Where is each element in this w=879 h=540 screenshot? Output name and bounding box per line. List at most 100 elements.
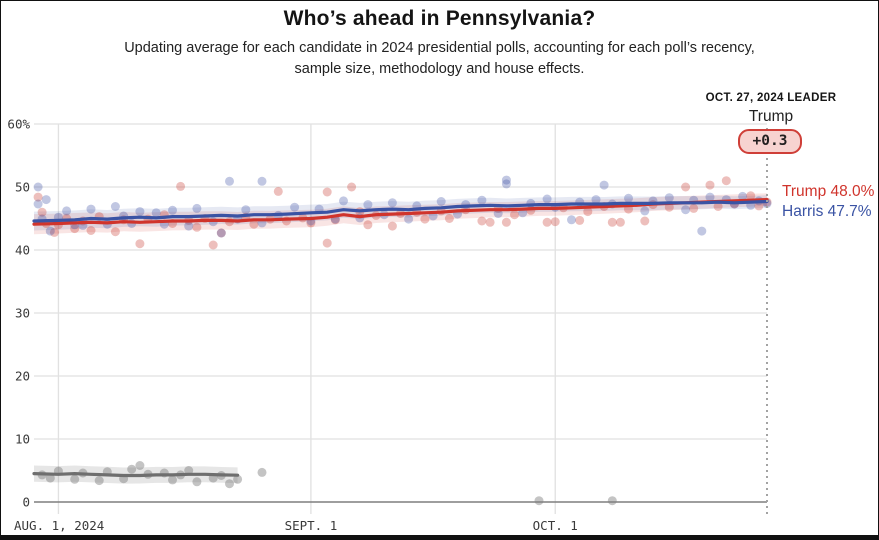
trump-poll-dot[interactable] [322, 187, 332, 197]
harris-poll-dot[interactable] [697, 226, 707, 236]
trump-poll-dot[interactable] [746, 191, 756, 201]
kennedy-poll-dot[interactable] [168, 475, 177, 485]
harris-poll-dot[interactable] [501, 179, 511, 189]
trump-poll-dot[interactable] [363, 220, 373, 230]
harris-poll-dot[interactable] [624, 193, 633, 203]
harris-poll-dot[interactable] [45, 226, 55, 236]
kennedy-poll-dot[interactable] [45, 473, 55, 483]
trump-poll-dot[interactable] [640, 216, 650, 226]
harris-poll-dot[interactable] [599, 180, 609, 190]
harris-poll-dot[interactable] [501, 175, 511, 185]
y-axis-tick-label: 50 [15, 180, 30, 195]
y-axis-tick-label: 40 [15, 243, 30, 258]
harris-poll-dot[interactable] [591, 195, 601, 205]
trump-poll-dot[interactable] [501, 217, 511, 227]
harris-poll-dot[interactable] [168, 205, 177, 215]
harris-trend-line[interactable] [32, 199, 769, 223]
trump-poll-dot[interactable] [216, 228, 226, 238]
trump-poll-dot[interactable] [550, 217, 560, 227]
harris-poll-dot[interactable] [705, 192, 715, 202]
harris-poll-dot[interactable] [567, 215, 576, 225]
harris-poll-dot[interactable] [387, 198, 397, 208]
trump-poll-dot[interactable] [176, 181, 186, 191]
kennedy-poll-dot[interactable] [607, 496, 617, 506]
trump-poll-dot[interactable] [575, 215, 585, 225]
page-title: Who’s ahead in Pennsylvania? [283, 7, 596, 30]
trump-poll-dot[interactable] [583, 207, 593, 217]
trump-poll-dot[interactable] [681, 182, 691, 192]
harris-poll-dot[interactable] [681, 205, 691, 215]
harris-poll-dot[interactable] [33, 182, 43, 192]
x-axis-tick-label: OCT. 1 [533, 518, 578, 533]
trump-poll-dot[interactable] [273, 186, 283, 196]
trump-poll-dot[interactable] [249, 219, 259, 229]
harris-poll-dot[interactable] [62, 206, 72, 216]
harris-poll-dot[interactable] [542, 194, 552, 204]
harris-poll-dot[interactable] [363, 200, 373, 210]
trump-poll-dot[interactable] [387, 221, 397, 231]
trump-poll-dot[interactable] [721, 176, 731, 186]
harris-poll-dot[interactable] [738, 191, 748, 201]
harris-poll-dot[interactable] [151, 208, 161, 218]
harris-poll-dot[interactable] [664, 193, 674, 203]
trump-poll-dot[interactable] [615, 217, 625, 227]
trump-poll-dot[interactable] [444, 214, 454, 223]
kennedy-trend-line[interactable] [32, 472, 240, 478]
x-axis-tick-label: SEPT. 1 [285, 518, 338, 533]
trump-poll-dot[interactable] [607, 217, 617, 227]
harris-poll-dot[interactable] [257, 176, 267, 186]
harris-poll-dot[interactable] [640, 206, 650, 216]
harris-poll-dot[interactable] [41, 195, 51, 205]
harris-poll-dot[interactable] [404, 214, 414, 224]
trump-poll-dot[interactable] [542, 217, 552, 227]
leader-name: Trump [748, 108, 794, 125]
trump-poll-dot[interactable] [49, 227, 59, 237]
trump-poll-dot[interactable] [70, 224, 80, 234]
trump-poll-dot[interactable] [420, 214, 430, 224]
trump-poll-dot[interactable] [208, 240, 218, 250]
trump-poll-dot[interactable] [485, 217, 495, 227]
harris-poll-dot[interactable] [241, 205, 251, 215]
harris-poll-dot[interactable] [110, 202, 120, 211]
subtitle: Updating average for each candidate in 2… [50, 38, 830, 80]
trump-poll-dot[interactable] [705, 180, 715, 190]
trump-poll-dot[interactable] [713, 202, 723, 211]
harris-poll-dot[interactable] [216, 228, 226, 238]
harris-poll-dot[interactable] [184, 221, 194, 231]
harris-poll-dot[interactable] [192, 203, 202, 213]
harris-poll-dot[interactable] [339, 196, 348, 206]
harris-poll-dot[interactable] [86, 204, 96, 214]
harris-poll-dot[interactable] [135, 207, 145, 217]
trump-poll-dot[interactable] [510, 210, 519, 220]
harris-poll-dot[interactable] [290, 202, 300, 212]
trump-poll-dot[interactable] [192, 222, 202, 232]
kennedy-poll-dot[interactable] [135, 461, 145, 470]
kennedy-poll-dot[interactable] [94, 476, 104, 486]
kennedy-poll-dot[interactable] [233, 474, 243, 484]
kennedy-poll-dot[interactable] [127, 464, 137, 474]
trump-poll-dot[interactable] [347, 182, 357, 192]
trump-poll-dot[interactable] [754, 201, 764, 211]
trump-poll-dot[interactable] [322, 238, 332, 248]
harris-poll-dot[interactable] [477, 195, 487, 205]
trump-poll-dot[interactable] [306, 218, 316, 228]
trump-poll-dot[interactable] [37, 207, 47, 217]
kennedy-poll-dot[interactable] [534, 496, 544, 506]
trump-poll-dot[interactable] [477, 216, 487, 226]
y-axis-tick-label: 60% [7, 117, 30, 132]
trump-poll-dot[interactable] [86, 226, 96, 235]
harris-poll-dot[interactable] [33, 199, 43, 209]
harris-poll-dot[interactable] [225, 176, 234, 186]
kennedy-poll-dot[interactable] [192, 477, 202, 487]
kennedy-poll-dot[interactable] [257, 467, 267, 477]
kennedy-poll-dot[interactable] [70, 474, 80, 484]
y-axis-tick-label: 0 [22, 495, 30, 510]
trump-poll-dot[interactable] [135, 239, 145, 249]
trump-poll-dot[interactable] [110, 227, 120, 237]
trump-poll-dot[interactable] [33, 192, 43, 202]
harris-poll-dot[interactable] [436, 197, 446, 206]
kennedy-poll-dot[interactable] [225, 479, 234, 489]
bottom-border-bar [1, 535, 878, 539]
trump-poll-dot[interactable] [689, 203, 699, 213]
trump-endpoint-label: Trump 48.0% [782, 183, 875, 200]
